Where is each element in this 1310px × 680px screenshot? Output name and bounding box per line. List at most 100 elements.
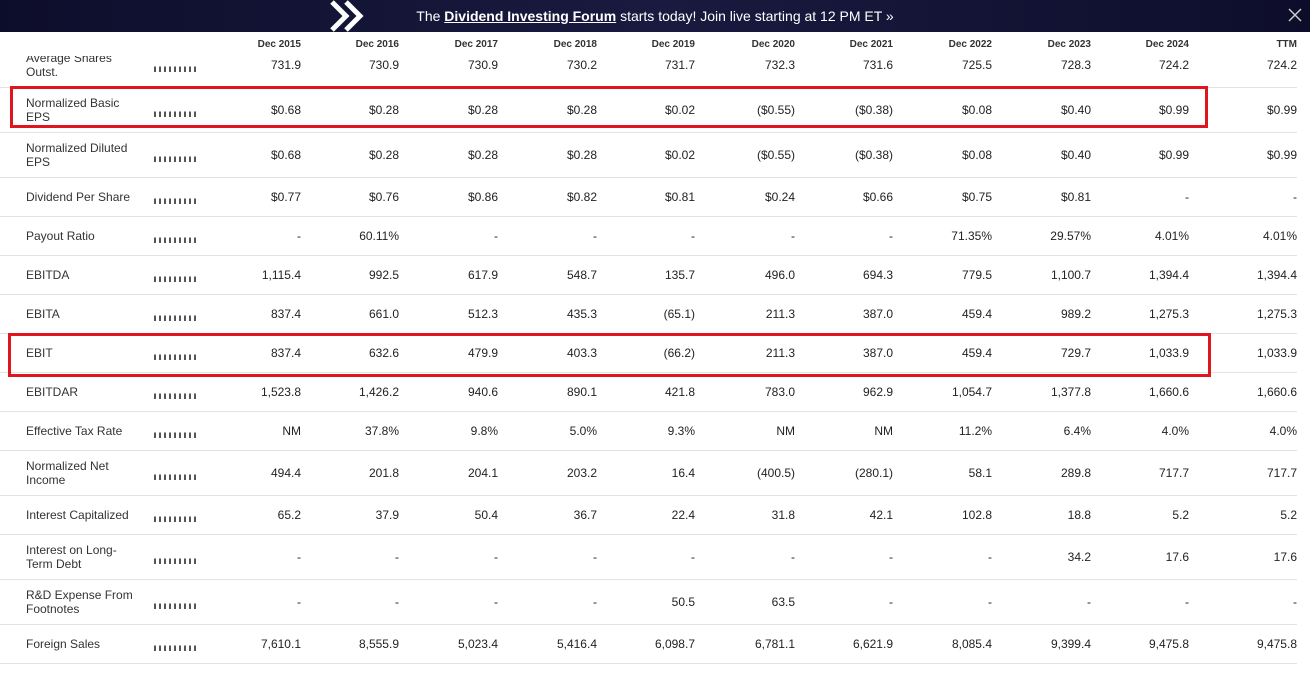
sparkline-cell [150,132,210,178]
value-cell: 717.7 [1091,450,1189,496]
sparkline [154,58,198,72]
value-cell: 1,660.6 [1189,372,1297,412]
value-cell: - [795,579,893,625]
value-cell: 992.5 [301,255,399,295]
highlight-box [8,333,1211,377]
value-cell: 617.9 [399,255,498,295]
banner-link[interactable]: Dividend Investing Forum [444,8,617,24]
sparkline-cell [150,177,210,217]
column-label: Dec 2017 [454,38,498,50]
column-label: Dec 2020 [751,38,795,50]
row-label: Interest on Long-Term Debt [0,534,150,580]
table-row: Dividend Per Share $0.77 $0.76 $0.86 $0.82 $0… [0,177,1297,217]
close-button[interactable] [1288,8,1302,22]
sparkline-cell [150,294,210,334]
value-cell: 1,033.9 [1091,333,1189,373]
value-cell: 1,394.4 [1091,255,1189,295]
value-cell: $0.02 [597,132,695,178]
value-cell: 42.1 [795,495,893,535]
value-cell: 940.6 [399,372,498,412]
value-cell: 4.0% [1189,411,1297,451]
value-cell: ($0.55) [695,132,795,178]
value-cell: 29.57% [992,216,1091,256]
value-cell: - [210,579,301,625]
value-cell: NM [795,411,893,451]
column-label: Dec 2024 [1145,38,1189,50]
value-cell: 387.0 [795,333,893,373]
value-cell: $0.28 [301,132,399,178]
value-cell: 5.2 [1189,495,1297,535]
sparkline-cell [150,255,210,295]
value-cell: 459.4 [893,333,992,373]
value-cell: $0.28 [498,132,597,178]
sparkline [154,103,198,117]
value-cell: 7,610.1 [210,624,301,664]
sparkline [154,508,198,522]
value-cell: 1,426.2 [301,372,399,412]
value-cell: 71.35% [893,216,992,256]
value-cell: - [399,216,498,256]
value-cell: 201.8 [301,450,399,496]
value-cell: 5,416.4 [498,624,597,664]
value-cell: - [992,579,1091,625]
value-cell: 1,377.8 [992,372,1091,412]
value-cell: 135.7 [597,255,695,295]
table-row: EBITDAR 1,523.8 1,426.2 940.6 890.1 421.8 783.… [0,372,1297,412]
value-cell: $0.24 [695,177,795,217]
value-cell: $0.28 [399,132,498,178]
value-cell: 63.5 [695,579,795,625]
value-cell: 50.4 [399,495,498,535]
header-cell [0,32,150,56]
sparkline-cell [150,495,210,535]
column-label: Dec 2022 [948,38,992,50]
value-cell: - [597,534,695,580]
value-cell: 60.11% [301,216,399,256]
value-cell: 4.01% [1091,216,1189,256]
value-cell: 5,023.4 [399,624,498,664]
value-cell: 5.2 [1091,495,1189,535]
value-cell: 9,475.8 [1189,624,1297,664]
table-row: EBIT 837.4 632.6 479.9 403.3 (66.2) 211.3 387.0… [0,333,1297,373]
row-label: Payout Ratio [0,216,150,256]
value-cell: 837.4 [210,333,301,373]
value-cell: 203.2 [498,450,597,496]
value-cell: $0.40 [992,132,1091,178]
value-cell: $0.08 [893,132,992,178]
promo-banner[interactable]: The Dividend Investing Forum starts toda… [0,0,1310,32]
column-label: Dec 2018 [553,38,597,50]
value-cell: 421.8 [597,372,695,412]
value-cell: 22.4 [597,495,695,535]
value-cell: - [695,216,795,256]
value-cell: - [695,534,795,580]
table-row: Interest Capitalized 65.2 37.9 50.4 36.7 22.4… [0,495,1297,535]
value-cell: 11.2% [893,411,992,451]
value-cell: 34.2 [992,534,1091,580]
value-cell: 1,660.6 [1091,372,1189,412]
value-cell: - [893,579,992,625]
value-cell: 9,475.8 [1091,624,1189,664]
value-cell: - [893,534,992,580]
sparkline [154,148,198,162]
table-row: R&D Expense From Footnotes - - - -50.5 63.5- -… [0,579,1297,625]
table-row: Effective Tax Rate NM 37.8% 9.8% 5.0% 9.3% NM N… [0,411,1297,451]
value-cell: 36.7 [498,495,597,535]
value-cell: 1,275.3 [1091,294,1189,334]
value-cell: 17.6 [1189,534,1297,580]
sparkline [154,268,198,282]
value-cell: 31.8 [695,495,795,535]
row-label: EBITA [0,294,150,334]
column-label: Dec 2021 [849,38,893,50]
value-cell: 1,394.4 [1189,255,1297,295]
sparkline-cell [150,579,210,625]
value-cell: $0.99 [1189,132,1297,178]
value-cell: 4.0% [1091,411,1189,451]
value-cell: $0.86 [399,177,498,217]
value-cell: 58.1 [893,450,992,496]
column-header: Dec 2015 Dec 2016 Dec 2017 Dec 2018 Dec 2019… [0,32,1297,56]
value-cell: 102.8 [893,495,992,535]
value-cell: 661.0 [301,294,399,334]
value-cell: 890.1 [498,372,597,412]
table-row: EBITA 837.4 661.0 512.3 435.3 (65.1) 211.3 387.… [0,294,1297,334]
value-cell: - [795,534,893,580]
value-cell: $0.75 [893,177,992,217]
